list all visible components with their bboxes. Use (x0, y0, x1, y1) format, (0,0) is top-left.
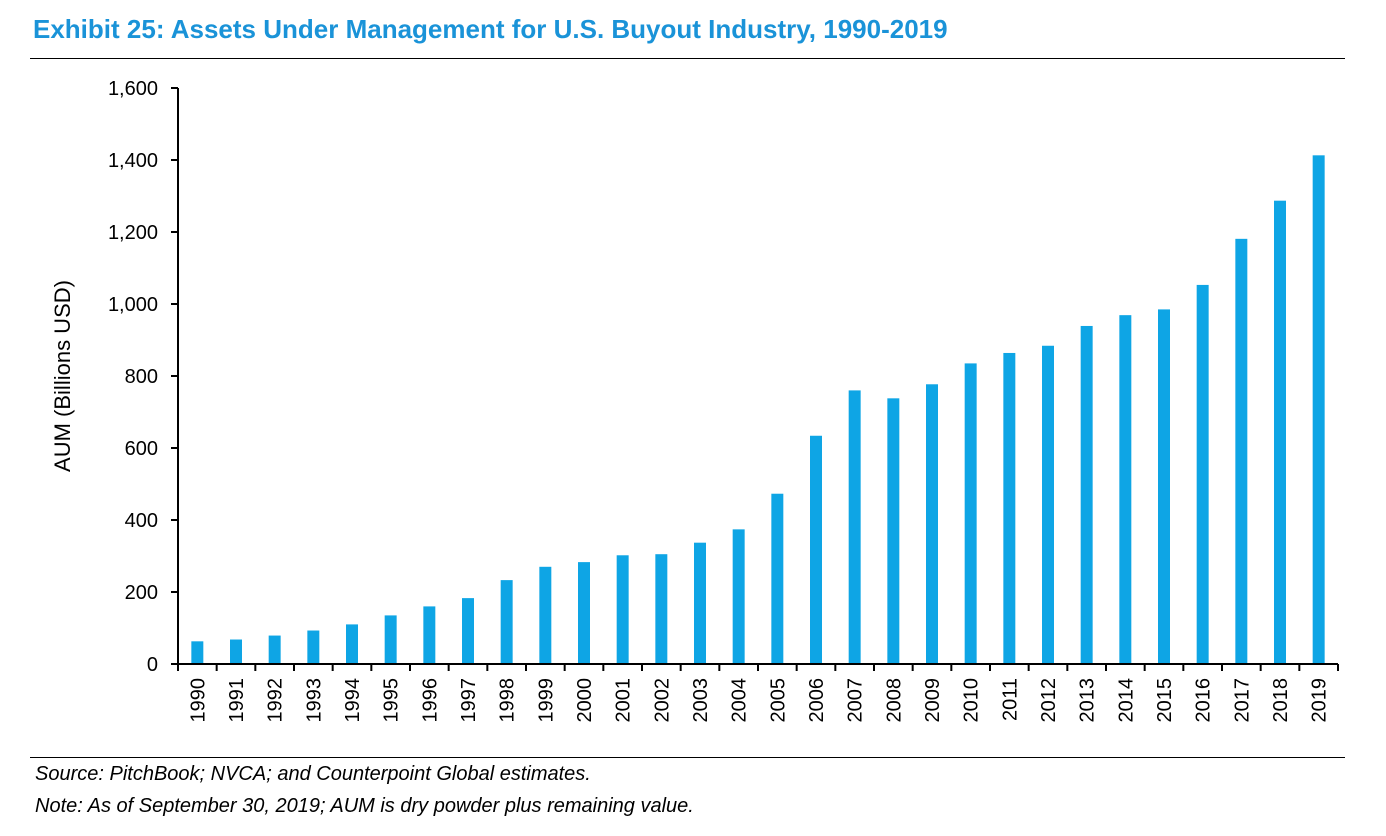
x-axis: 1990 1991 1992 1993 1994 1995 1996 1997 1998 1999… (177, 663, 1339, 723)
x-tick-label: 1993 (303, 678, 325, 723)
y-tick-label: 1,600 (108, 78, 158, 100)
bar-chart: AUM (Billions USD) 0 200 400 600 800 1,000 1,2… (50, 78, 1339, 723)
chart-title: Exhibit 25: Assets Under Management for … (33, 14, 948, 44)
bar-2009 (926, 384, 938, 664)
bar-2015 (1158, 309, 1170, 664)
y-axis-label: AUM (Billions USD) (50, 280, 75, 472)
x-tick-label: 2001 (613, 678, 635, 723)
bar-1991 (230, 639, 242, 664)
y-tick-label: 600 (125, 438, 158, 460)
bar-2007 (848, 390, 861, 664)
x-tick-label: 2009 (922, 678, 944, 723)
bar-2016 (1196, 284, 1209, 664)
bar-2006 (810, 435, 822, 664)
y-tick-label: 1,200 (108, 222, 158, 244)
x-tick-label: 1991 (226, 678, 248, 723)
x-tick-label: 2013 (1077, 678, 1099, 723)
x-tick-label: 1994 (342, 678, 364, 723)
bar-2017 (1235, 238, 1248, 664)
bar-2012 (1042, 345, 1054, 664)
x-tick-label: 2012 (1038, 678, 1060, 723)
bar-1993 (307, 630, 320, 664)
bar-2019 (1312, 155, 1325, 664)
bar-2013 (1080, 325, 1093, 664)
footnote: Note: As of September 30, 2019; AUM is d… (35, 795, 694, 817)
x-tick-label: 2014 (1115, 678, 1137, 723)
source-note: Source: PitchBook; NVCA; and Counterpoin… (35, 763, 591, 785)
y-tick-label: 1,000 (108, 294, 158, 316)
x-tick-label: 2005 (767, 678, 789, 723)
x-tick-label: 1990 (187, 678, 209, 723)
x-tick-label: 2000 (574, 678, 596, 723)
bar-2008 (887, 398, 900, 664)
bar-1992 (268, 635, 281, 664)
bar-2011 (1003, 352, 1016, 664)
y-tick-label: 800 (125, 366, 158, 388)
y-axis: 0 200 400 600 800 1,000 1,200 1,400 1,600 (108, 78, 179, 676)
y-tick-label: 400 (125, 510, 158, 532)
bar-1990 (191, 641, 204, 664)
x-tick-label: 2016 (1193, 678, 1215, 723)
x-tick-label: 1997 (458, 678, 480, 723)
x-tick-label: 2002 (651, 678, 673, 723)
bar-1999 (539, 566, 552, 664)
y-tick-label: 200 (125, 582, 158, 604)
x-tick-label: 2004 (729, 678, 751, 723)
x-tick-label: 2018 (1270, 678, 1292, 723)
footer-divider (30, 757, 1345, 758)
bar-2014 (1119, 315, 1132, 664)
x-tick-label: 2008 (883, 678, 905, 723)
x-tick-label: 1996 (419, 678, 441, 723)
y-tick-label: 0 (147, 654, 158, 676)
bar-1995 (384, 615, 397, 664)
x-tick-label: 1995 (381, 678, 403, 723)
y-tick-label: 1,400 (108, 150, 158, 172)
bar-2018 (1274, 200, 1286, 664)
bar-2000 (578, 562, 590, 664)
bar-2001 (616, 555, 629, 664)
bar-2002 (655, 554, 668, 664)
x-tick-label: 2007 (845, 678, 867, 723)
x-tick-label: 1998 (497, 678, 519, 723)
title-divider (30, 58, 1345, 59)
bar-2010 (964, 363, 977, 664)
bar-1997 (462, 598, 474, 664)
bar-2004 (732, 529, 745, 664)
x-tick-label: 2003 (690, 678, 712, 723)
x-tick-label: 2015 (1154, 678, 1176, 723)
bar-1994 (346, 624, 358, 664)
bar-1998 (500, 580, 513, 664)
x-tick-label: 1999 (535, 678, 557, 723)
bars (191, 155, 1325, 664)
x-tick-label: 2006 (806, 678, 828, 723)
bar-2005 (771, 493, 784, 664)
x-tick-label: 1992 (265, 678, 287, 723)
x-tick-label: 2010 (961, 678, 983, 723)
bar-1996 (423, 606, 436, 664)
bar-2003 (694, 542, 706, 664)
x-tick-label: 2011 (999, 678, 1021, 721)
x-tick-label: 2019 (1309, 678, 1331, 723)
x-tick-label: 2017 (1231, 678, 1253, 723)
